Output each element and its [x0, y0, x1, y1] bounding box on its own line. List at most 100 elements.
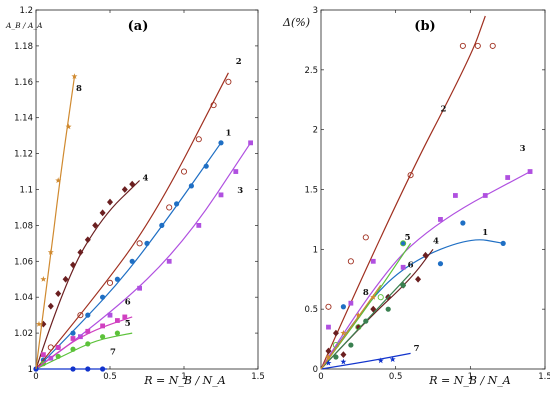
- data-point: [527, 169, 533, 174]
- data-point: [363, 318, 369, 324]
- y-tick-label: 0: [313, 365, 318, 375]
- data-point: [122, 314, 128, 320]
- data-point: [77, 248, 84, 256]
- data-point: [325, 303, 332, 310]
- curve-label-8: 8: [76, 84, 82, 94]
- data-point: [218, 140, 224, 146]
- series-8: 8: [320, 284, 382, 370]
- series-6: 6: [35, 297, 133, 370]
- data-point: [78, 334, 83, 340]
- data-point: [325, 353, 332, 360]
- curve-label-4: 4: [143, 174, 149, 184]
- series-3: 3: [320, 144, 533, 370]
- data-point: [422, 251, 429, 259]
- panel-a-chart: 1 1.02 1.04 1.06 1.08 1.1 1.12 1.14 1.16 1.18 1.2 0…: [5, 6, 265, 387]
- data-point: [225, 78, 232, 85]
- panel-b-chart: 0 0.5 1 1.5 2 2.5 3 0 0.5 1 1.5 (b) Δ(%) R = N_B / N_…: [282, 6, 550, 387]
- x-tick-label: 1.5: [251, 372, 265, 382]
- y-tick-label: 1.14: [14, 114, 33, 124]
- data-point: [489, 42, 496, 49]
- data-point: [114, 330, 120, 336]
- data-point: [144, 240, 150, 246]
- data-point: [325, 347, 332, 355]
- data-point: [55, 177, 62, 184]
- curve-label-3: 3: [520, 144, 526, 154]
- data-point: [438, 217, 443, 222]
- y-axis-title: Δ(%): [282, 16, 310, 29]
- data-point: [188, 183, 194, 189]
- curve-label-8: 8: [363, 288, 369, 298]
- series-line-2: [35, 72, 229, 370]
- series-7: 7: [320, 344, 420, 370]
- data-point: [248, 140, 253, 146]
- data-point: [85, 328, 91, 334]
- x-tick-label: 1: [181, 372, 186, 382]
- data-point: [77, 312, 84, 319]
- series-line-2: [320, 15, 486, 370]
- data-point: [325, 359, 332, 366]
- series-7: 7: [33, 348, 116, 372]
- data-point: [100, 323, 105, 329]
- data-point: [136, 240, 143, 247]
- series-5: 5: [35, 319, 133, 370]
- data-point: [70, 261, 76, 269]
- data-point: [370, 294, 377, 300]
- plot-frame: [320, 9, 546, 370]
- y-tick-label: 3: [313, 6, 318, 16]
- y-tick-label: 1.02: [14, 329, 33, 339]
- curve-label-6: 6: [125, 297, 131, 307]
- data-point: [41, 352, 46, 358]
- data-point: [400, 240, 407, 247]
- data-point: [62, 275, 69, 283]
- curve-label-2: 2: [440, 105, 446, 115]
- data-point: [47, 249, 54, 255]
- y-tick-label: 1: [313, 245, 318, 255]
- data-point: [340, 304, 346, 310]
- data-point: [100, 366, 106, 372]
- y-tick-label: 1.1: [19, 186, 33, 196]
- data-point: [355, 323, 362, 331]
- data-point: [85, 312, 91, 318]
- series-1: 1: [35, 129, 231, 370]
- data-point: [121, 186, 128, 193]
- y-tick-label: 2: [313, 126, 318, 136]
- y-tick-label: 1.2: [19, 6, 33, 16]
- data-point: [100, 334, 106, 340]
- data-point: [55, 345, 61, 350]
- data-point: [47, 344, 54, 351]
- data-point: [85, 341, 91, 347]
- data-point: [100, 294, 106, 300]
- data-point: [203, 163, 209, 169]
- data-point: [500, 240, 506, 246]
- x-tick-label: 0: [33, 372, 38, 382]
- curve-label-1: 1: [225, 129, 231, 139]
- series-8: 8: [35, 73, 82, 370]
- panel-label: (a): [128, 19, 149, 34]
- series-line-3: [320, 171, 531, 370]
- data-point: [99, 209, 106, 217]
- data-point: [233, 169, 239, 174]
- data-point: [107, 198, 113, 206]
- data-point: [505, 175, 511, 180]
- plot-frame: [35, 9, 259, 370]
- series-line-1: [35, 142, 222, 370]
- data-point: [400, 240, 406, 246]
- data-point: [129, 180, 136, 188]
- series-line-5: [35, 332, 133, 370]
- data-point: [115, 318, 120, 323]
- data-point: [437, 261, 444, 267]
- data-point: [47, 302, 54, 310]
- data-point: [362, 234, 369, 241]
- data-point: [129, 258, 135, 264]
- data-point: [340, 329, 347, 336]
- series-line-3: [35, 142, 252, 370]
- data-point: [340, 358, 347, 365]
- series-line-8: [320, 284, 382, 370]
- x-axis-title: R = N_B / N_A: [143, 374, 226, 387]
- data-point: [333, 354, 339, 360]
- y-tick-label: 1.16: [14, 78, 33, 88]
- data-point: [195, 136, 202, 143]
- data-point: [71, 73, 78, 79]
- series-2: 2: [320, 15, 496, 370]
- data-point: [347, 258, 354, 265]
